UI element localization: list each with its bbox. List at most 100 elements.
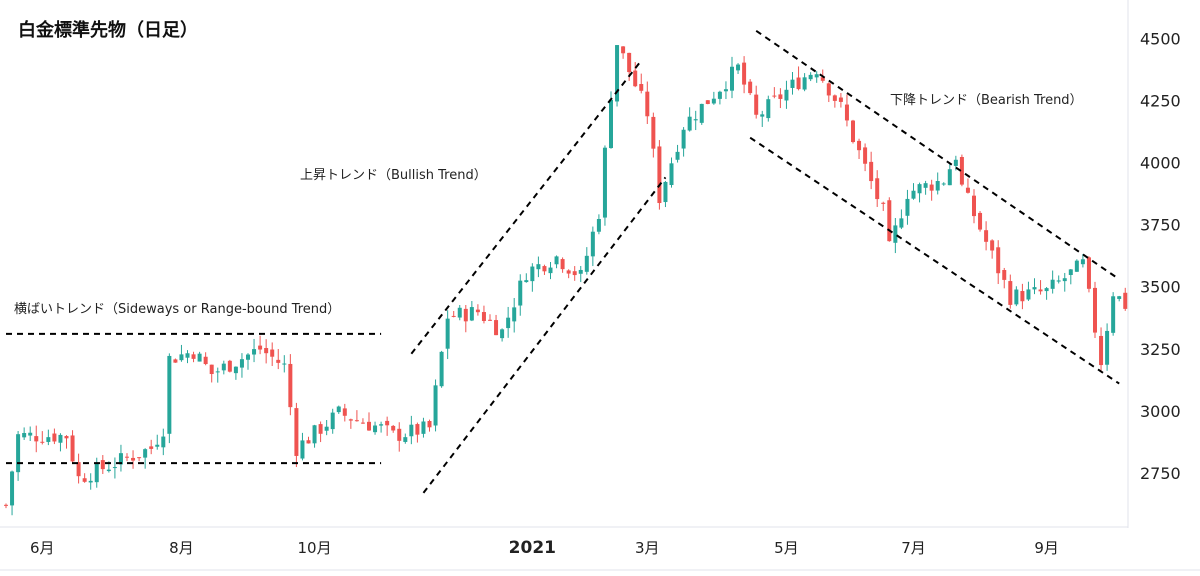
candle-body	[112, 467, 117, 469]
candle	[415, 422, 420, 443]
candle-body	[330, 412, 335, 430]
chart-title: 白金標準先物（日足）	[18, 19, 198, 41]
candle-body	[324, 426, 329, 431]
candle	[578, 265, 583, 283]
x-tick-label: 6月	[30, 539, 55, 557]
candle	[935, 172, 940, 195]
candle-body	[1062, 278, 1067, 282]
candle-body	[373, 425, 378, 433]
candle	[542, 264, 547, 275]
candle-body	[766, 99, 771, 119]
candle	[306, 436, 311, 444]
candle	[905, 189, 910, 225]
candle	[185, 350, 190, 364]
candle-body	[294, 408, 299, 456]
candle	[481, 305, 486, 324]
candle	[657, 140, 662, 210]
candle-body	[1099, 335, 1104, 366]
candle-body	[687, 116, 692, 131]
candle-body	[167, 355, 172, 434]
candle-body	[572, 271, 577, 276]
candle-body	[905, 198, 910, 216]
candle-body	[500, 329, 505, 339]
candle-body	[70, 435, 75, 462]
candle-body	[978, 212, 983, 230]
x-tick-label: 3月	[635, 539, 660, 557]
candle	[1026, 281, 1031, 301]
candle-body	[917, 184, 922, 194]
candle	[1111, 292, 1116, 336]
candle	[457, 304, 462, 321]
candle	[699, 103, 704, 125]
candle-body	[615, 45, 620, 102]
candle	[887, 197, 892, 242]
candles-group	[4, 45, 1128, 516]
candle	[348, 418, 353, 429]
candle-body	[639, 84, 644, 91]
candle-body	[1068, 269, 1073, 275]
candle	[58, 433, 63, 452]
candle-body	[475, 309, 480, 313]
y-tick-label: 4250	[1140, 91, 1181, 110]
candle-body	[179, 354, 184, 361]
candle	[367, 412, 371, 431]
candle-body	[760, 114, 765, 117]
candle-body	[820, 77, 825, 81]
candle-body	[34, 436, 39, 442]
candle-body	[149, 446, 154, 449]
candle	[1002, 267, 1007, 289]
candle	[548, 262, 553, 280]
candle-body	[990, 240, 995, 251]
candle-body	[252, 349, 257, 355]
candle-body	[1020, 291, 1025, 302]
candle	[947, 162, 952, 186]
candle-body	[16, 434, 21, 473]
candle-body	[790, 79, 795, 88]
candle-body	[258, 345, 263, 350]
candle-body	[953, 159, 958, 166]
candle-body	[306, 440, 311, 444]
candle-body	[233, 366, 238, 374]
candle	[155, 434, 160, 450]
candle-body	[554, 256, 559, 265]
candle	[693, 110, 698, 131]
candle	[34, 425, 39, 453]
candle-body	[481, 312, 486, 321]
candle	[711, 91, 716, 105]
candle	[681, 127, 686, 157]
x-tick-label: 7月	[901, 539, 926, 557]
candle-body	[965, 187, 970, 193]
candle	[463, 304, 468, 333]
candle-body	[173, 359, 178, 363]
candle	[161, 428, 166, 456]
candle	[772, 87, 777, 99]
candle-body	[947, 169, 952, 186]
candle	[276, 349, 281, 370]
candle	[645, 81, 650, 124]
candle-body	[518, 280, 523, 306]
candle	[64, 435, 69, 449]
candle-body	[736, 64, 741, 71]
candle	[379, 421, 384, 433]
candle	[554, 255, 559, 269]
candle	[403, 433, 408, 444]
candle-body	[911, 190, 916, 199]
candle	[427, 419, 432, 432]
candle-body	[717, 91, 722, 99]
candle-body	[94, 462, 99, 483]
candle	[1020, 283, 1025, 310]
candle-body	[1038, 289, 1043, 292]
candle	[663, 180, 668, 208]
candle-body	[131, 457, 136, 461]
candle-body	[560, 259, 565, 270]
candle	[439, 350, 444, 388]
candle	[173, 358, 178, 363]
candle	[149, 439, 154, 455]
candle-body	[1050, 279, 1055, 289]
candle-body	[300, 440, 305, 459]
candle-body	[10, 471, 15, 506]
candle-body	[215, 371, 220, 373]
candle	[651, 112, 656, 158]
candle-body	[802, 77, 807, 90]
